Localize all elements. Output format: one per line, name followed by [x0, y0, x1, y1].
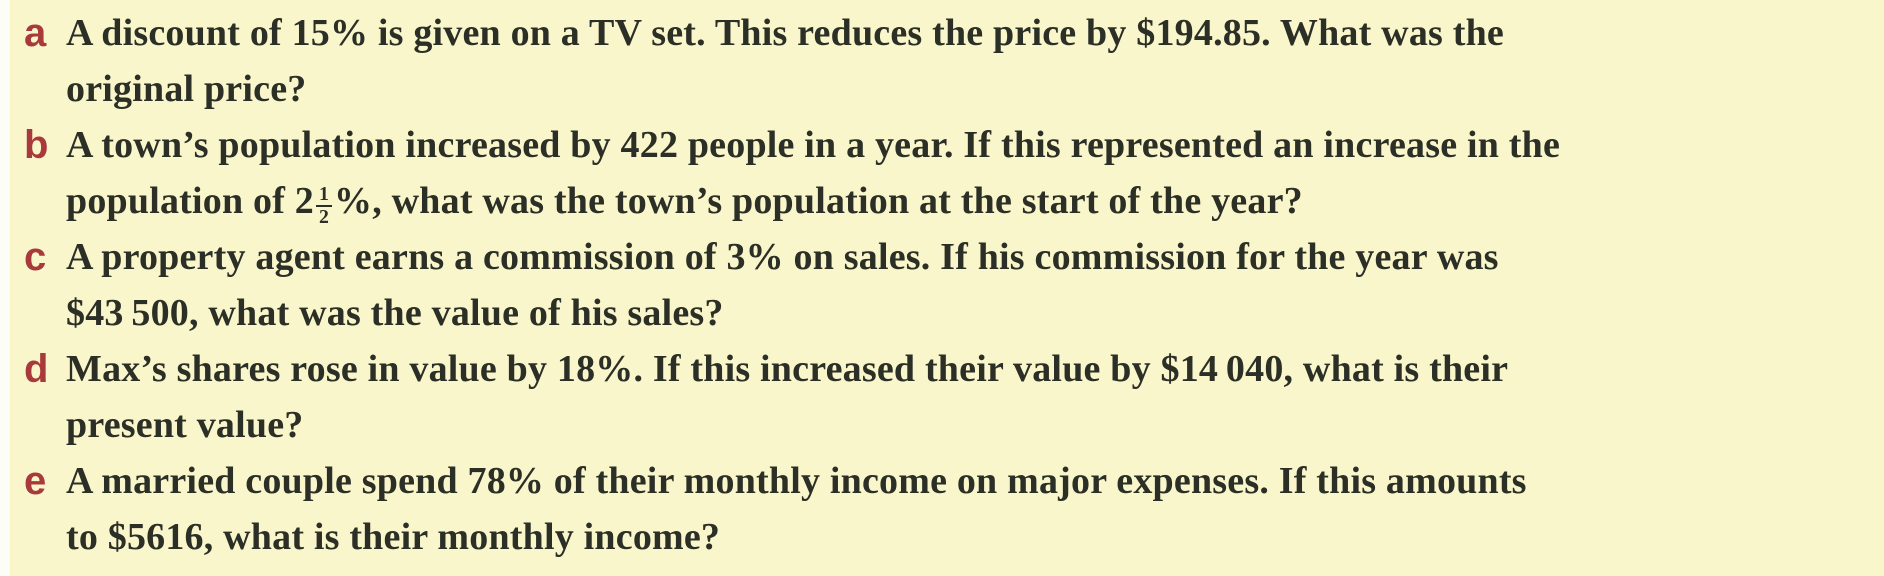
problem-text: A town’s population increased by 422 peo…	[66, 117, 1884, 229]
problem-text: A property agent earns a commission of 3…	[66, 229, 1884, 341]
line-text-after-fraction: %, what was the town’s population at the…	[334, 180, 1303, 222]
problem-e: e A married couple spend 78% of their mo…	[10, 453, 1884, 565]
problem-a: a A discount of 15% is given on a TV set…	[10, 5, 1884, 117]
problem-text: A married couple spend 78% of their mont…	[66, 453, 1884, 565]
problem-letter: e	[24, 459, 47, 503]
fraction-denominator: 2	[318, 206, 330, 229]
fraction-numerator: 1	[315, 184, 333, 208]
problem-d: d Max’s shares rose in value by 18%. If …	[10, 341, 1884, 453]
problem-line: population of 2 1 2%, what was the town’s …	[66, 173, 1884, 229]
problem-line: Max’s shares rose in value by 18%. If th…	[66, 348, 1509, 390]
problem-line: A discount of 15% is given on a TV set. …	[66, 12, 1504, 54]
problem-b: b A town’s population increased by 422 p…	[10, 117, 1884, 229]
problem-line: A property agent earns a commission of 3…	[66, 236, 1499, 278]
problem-line: present value?	[66, 404, 304, 446]
page-edge-strip	[0, 0, 10, 576]
problem-c: c A property agent earns a commission of…	[10, 229, 1884, 341]
line-text-before-fraction: population of 2	[66, 180, 314, 222]
problem-list: a A discount of 15% is given on a TV set…	[0, 5, 1884, 565]
problem-line: $43 500, what was the value of his sales…	[66, 292, 724, 334]
problem-letter: c	[24, 235, 47, 279]
problem-line: to $5616, what is their monthly income?	[66, 516, 721, 558]
problem-line: A town’s population increased by 422 peo…	[66, 124, 1561, 166]
problem-letter: d	[24, 347, 49, 391]
problem-letter: b	[24, 123, 49, 167]
problem-text: Max’s shares rose in value by 18%. If th…	[66, 341, 1884, 453]
problem-letter: a	[24, 11, 47, 55]
problem-text: A discount of 15% is given on a TV set. …	[66, 5, 1884, 117]
problem-line: A married couple spend 78% of their mont…	[66, 460, 1527, 502]
problem-line: original price?	[66, 68, 307, 110]
